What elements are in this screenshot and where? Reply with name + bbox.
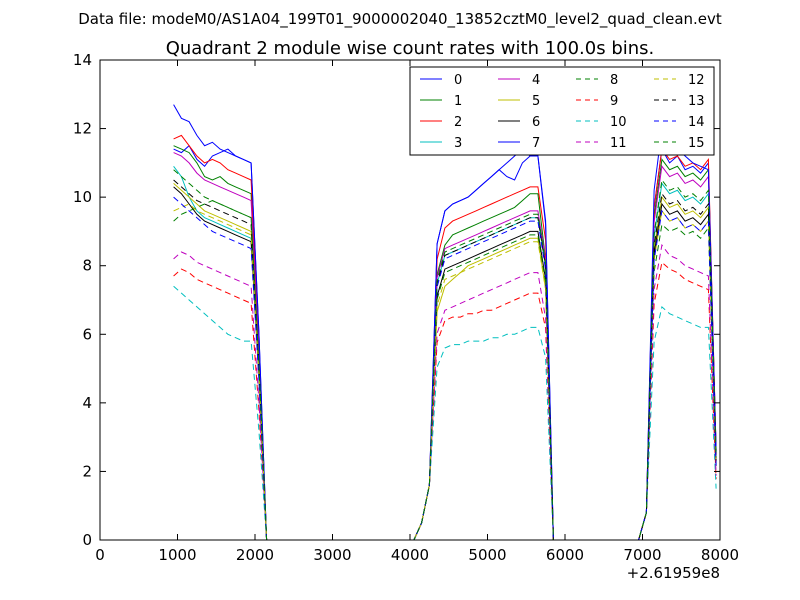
legend-label-13: 13 [688, 94, 705, 109]
legend-label-8: 8 [610, 73, 618, 88]
legend-label-15: 15 [688, 136, 705, 151]
legend-label-2: 2 [454, 115, 462, 130]
x-offset-label: +2.61959e8 [627, 564, 720, 582]
legend-label-12: 12 [688, 73, 705, 88]
legend-box [409, 66, 715, 156]
series-line-13 [173, 179, 717, 541]
legend-label-4: 4 [532, 73, 540, 88]
x-tick-label: 0 [95, 546, 105, 564]
x-tick-label: 8000 [701, 546, 739, 564]
series-line-3 [173, 165, 717, 541]
y-tick-label: 2 [82, 462, 92, 480]
plot-area [173, 104, 717, 541]
legend-label-7: 7 [532, 136, 540, 151]
x-axis: 0 1000 2000 3000 4000 5000 6000 7000 8000 [95, 60, 739, 564]
x-tick-label: 5000 [468, 546, 506, 564]
series-line-12 [173, 203, 717, 541]
y-tick-label: 14 [73, 51, 92, 69]
series-line-7 [173, 104, 717, 541]
legend-label-1: 1 [454, 94, 462, 109]
x-tick-label: 6000 [546, 546, 584, 564]
legend-label-11: 11 [610, 136, 627, 151]
y-tick-label: 8 [82, 257, 92, 275]
x-tick-label: 7000 [623, 546, 661, 564]
legend-label-14: 14 [688, 115, 705, 130]
x-tick-label: 3000 [313, 546, 351, 564]
figure-suptitle: Data file: modeM0/AS1A04_199T01_90000020… [78, 10, 722, 29]
legend-label-5: 5 [532, 94, 540, 109]
y-tick-label: 6 [82, 325, 92, 343]
series-line-10 [173, 285, 717, 541]
x-tick-label: 1000 [158, 546, 196, 564]
legend-label-6: 6 [532, 115, 540, 130]
chart-title: Quadrant 2 module wise count rates with … [166, 38, 655, 59]
y-tick-label: 0 [82, 531, 92, 549]
legend-label-3: 3 [454, 136, 462, 151]
y-tick-label: 12 [73, 120, 92, 138]
legend-label-0: 0 [454, 73, 462, 88]
x-tick-label: 2000 [236, 546, 274, 564]
y-tick-label: 10 [73, 188, 92, 206]
x-tick-label: 4000 [391, 546, 429, 564]
legend-label-9: 9 [610, 94, 618, 109]
y-tick-label: 4 [82, 394, 92, 412]
legend-label-10: 10 [610, 115, 627, 130]
